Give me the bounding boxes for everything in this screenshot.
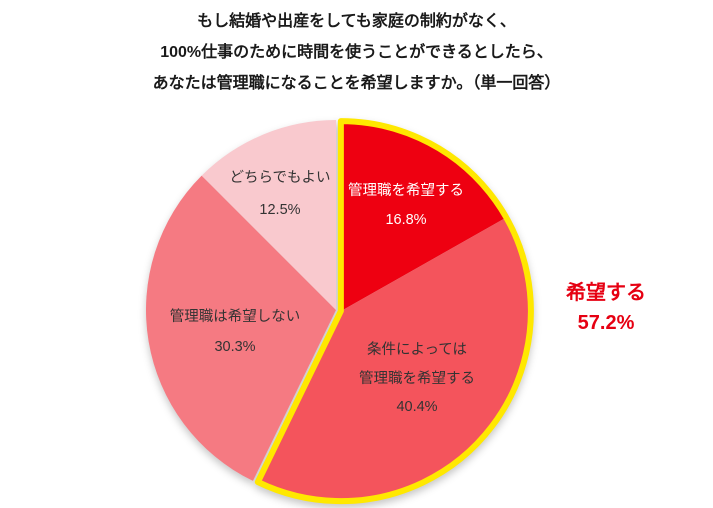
- pie-label-text: 管理職は希望しない: [169, 309, 301, 325]
- pie-label-value: 30.3%: [214, 339, 256, 355]
- pie-slice-2: [146, 175, 336, 481]
- pie-label-jouken-niyotte: 条件によっては 管理職を希望する 40.4%: [359, 336, 475, 422]
- pie-label-text: 管理職を希望する: [348, 183, 464, 199]
- pie-label-value: 40.4%: [396, 399, 438, 415]
- highlight-annotation: 希望する 57.2%: [566, 278, 646, 338]
- pie-group: [146, 118, 534, 505]
- pie-slice-1: [257, 217, 531, 502]
- pie-label-value: 16.8%: [385, 212, 427, 228]
- pie-slice-3: [201, 120, 336, 310]
- highlight-group-outline: [254, 118, 534, 505]
- pie-label-text: 条件によっては: [366, 342, 468, 358]
- pie-label-text: どちらでもよい: [229, 170, 331, 186]
- pie-label-text: 管理職を希望する: [359, 370, 475, 387]
- pie-label-kibou-shinai: 管理職は希望しない 30.3%: [170, 302, 301, 362]
- chart-title-line-3: あなたは管理職になることを希望しますか。（単一回答）: [152, 75, 561, 92]
- chart-title-line-2: 100%仕事のために時間を使うことができるとしたら、: [160, 44, 553, 61]
- highlight-annotation-label: 希望する: [566, 282, 646, 304]
- highlight-annotation-value: 57.2%: [577, 312, 635, 334]
- chart-title-line-1: もし結婚や出産をしても家庭の制約がなく、: [197, 13, 516, 30]
- pie-label-kibou-suru: 管理職を希望する 16.8%: [348, 177, 464, 235]
- pie-label-dochirademo: どちらでもよい 12.5%: [229, 162, 330, 226]
- pie-label-value: 12.5%: [259, 202, 301, 218]
- chart-title: もし結婚や出産をしても家庭の制約がなく、 100%仕事のために時間を使うことがで…: [0, 6, 713, 99]
